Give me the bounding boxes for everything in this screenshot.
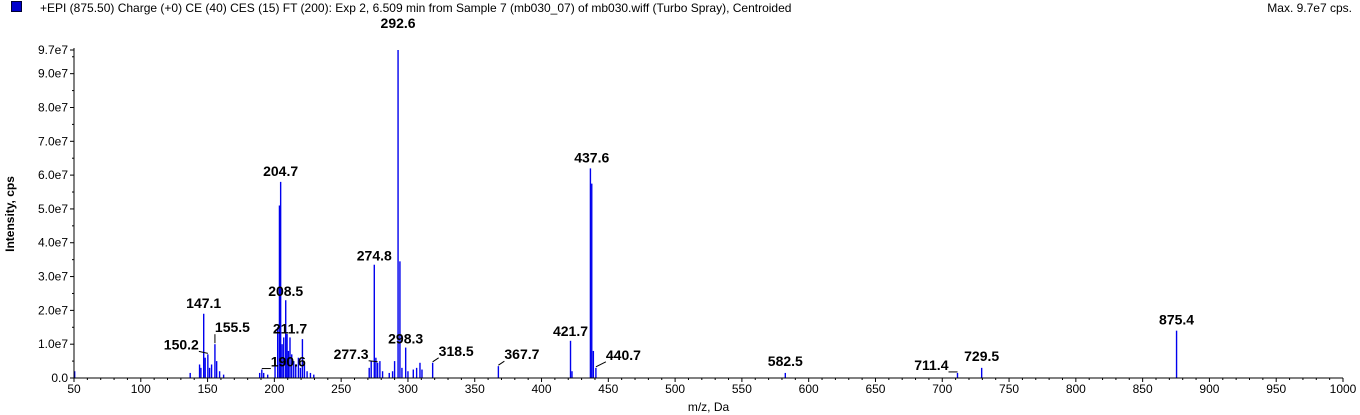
y-tick-label: 8.0e7 [38, 100, 68, 114]
x-tick-label: 150 [198, 382, 218, 396]
x-axis-ticks: 50 100 150 200 250 300 350 400 450 500 550 600 650 70… [67, 378, 1357, 396]
x-tick-label: 50 [67, 382, 81, 396]
peak-label: 150.2 [164, 336, 199, 352]
y-tick-label: 4.0e7 [38, 236, 68, 250]
x-tick-label: 250 [331, 382, 351, 396]
y-tick-label: 9.0e7 [38, 67, 68, 81]
peak-label: 440.7 [606, 347, 641, 363]
peak-label: 582.5 [768, 353, 803, 369]
x-tick-label: 650 [865, 382, 885, 396]
max-intensity-label: Max. 9.7e7 cps. [1267, 1, 1352, 15]
peak-label: 298.3 [388, 331, 423, 347]
y-tick-label: 1.0e7 [38, 337, 68, 351]
y-tick-label: 6.0e7 [38, 168, 68, 182]
x-tick-label: 900 [1199, 382, 1219, 396]
y-tick-label: 5.0e7 [38, 202, 68, 216]
x-tick-label: 400 [532, 382, 552, 396]
peak-label: 274.8 [357, 248, 392, 264]
peak-label: 421.7 [553, 323, 588, 339]
y-tick-label: 2.0e7 [38, 303, 68, 317]
peak-label: 277.3 [334, 346, 369, 362]
y-tick-label: 9.7e7 [38, 43, 68, 57]
peak-annotations: 292.6 204.7 437.6 274.8 147.1 208.5 155.5 150.2… [164, 15, 1194, 373]
peak-label: 155.5 [215, 319, 250, 335]
x-tick-label: 100 [131, 382, 151, 396]
y-axis-title: Intensity, cps [3, 176, 17, 252]
peak-label: 367.7 [504, 346, 539, 362]
x-tick-label: 350 [465, 382, 485, 396]
annotation-leader-line [595, 361, 607, 368]
x-tick-label: 700 [932, 382, 952, 396]
peak-label: 875.4 [1159, 312, 1194, 328]
peak-label: 204.7 [263, 163, 298, 179]
peak-label: 190.6 [271, 354, 306, 370]
plot-title: +EPI (875.50) Charge (+0) CE (40) CES (1… [40, 1, 792, 15]
peak-label: 318.5 [439, 343, 474, 359]
x-tick-label: 300 [398, 382, 418, 396]
axes-layer [73, 48, 1343, 379]
y-tick-label: 3.0e7 [38, 270, 68, 284]
peak-label: 147.1 [186, 295, 221, 311]
x-tick-label: 600 [799, 382, 819, 396]
x-tick-label: 750 [999, 382, 1019, 396]
x-axis-title: m/z, Da [688, 400, 730, 414]
x-tick-label: 200 [264, 382, 284, 396]
x-tick-label: 500 [665, 382, 685, 396]
x-tick-label: 450 [598, 382, 618, 396]
peak-label: 211.7 [273, 320, 307, 336]
peaks-layer [73, 50, 1178, 378]
x-tick-label: 800 [1066, 382, 1086, 396]
y-tick-label: 0.0 [51, 371, 68, 385]
y-tick-label: 7.0e7 [38, 134, 68, 148]
annotation-leader-line [198, 350, 208, 354]
legend-swatch [11, 1, 22, 12]
peak-label: 437.6 [574, 149, 609, 165]
x-tick-label: 850 [1133, 382, 1153, 396]
peak-label: 208.5 [268, 283, 303, 299]
peak-label: 711.4 [914, 357, 948, 373]
peak-label: 292.6 [381, 15, 416, 31]
plot-header: +EPI (875.50) Charge (+0) CE (40) CES (1… [0, 0, 1360, 18]
x-tick-label: 1000 [1330, 382, 1357, 396]
annotation-leader-line [432, 357, 439, 363]
x-tick-label: 550 [732, 382, 752, 396]
peak-label: 729.5 [964, 348, 999, 364]
x-tick-label: 950 [1266, 382, 1286, 396]
annotation-leader-line [498, 360, 505, 366]
y-axis-ticks: 0.0 1.0e7 2.0e7 3.0e7 4.0e7 5.0e7 6.0e7 7.0e7 8.… [38, 43, 74, 385]
annotation-leader-line [368, 360, 378, 363]
